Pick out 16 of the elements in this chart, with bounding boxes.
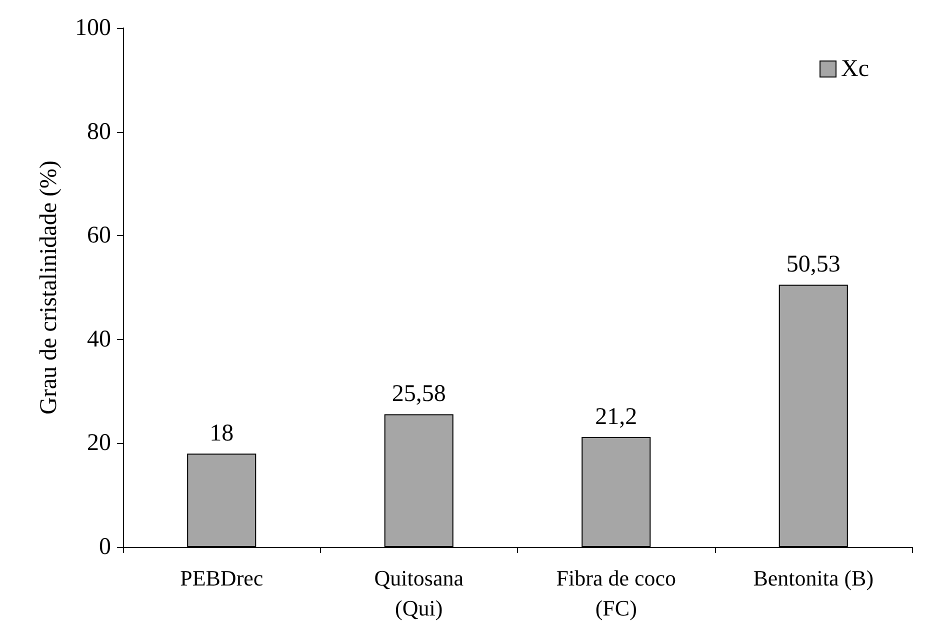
y-tick-label: 0 bbox=[99, 534, 111, 560]
y-tick-label: 100 bbox=[75, 15, 111, 41]
x-tick-label: Bentonita (B) bbox=[753, 566, 874, 590]
legend-label: Xc bbox=[841, 56, 869, 82]
y-tick-label: 20 bbox=[87, 430, 111, 456]
y-tick-label: 80 bbox=[87, 118, 111, 145]
y-tick-label: 40 bbox=[87, 326, 111, 352]
data-label: 18 bbox=[210, 420, 234, 447]
y-tick-label: 60 bbox=[87, 222, 111, 249]
x-tick-label: PEBDrec bbox=[180, 566, 264, 590]
data-label: 25,58 bbox=[392, 381, 446, 408]
data-label: 50,53 bbox=[786, 252, 840, 278]
y-axis-title: Grau de cristalinidade (%) bbox=[36, 160, 62, 414]
data-label: 21,2 bbox=[595, 404, 638, 430]
x-tick-label: Quitosana (Qui) bbox=[374, 566, 464, 620]
x-tick-label: Fibra de coco (FC) bbox=[556, 566, 676, 620]
